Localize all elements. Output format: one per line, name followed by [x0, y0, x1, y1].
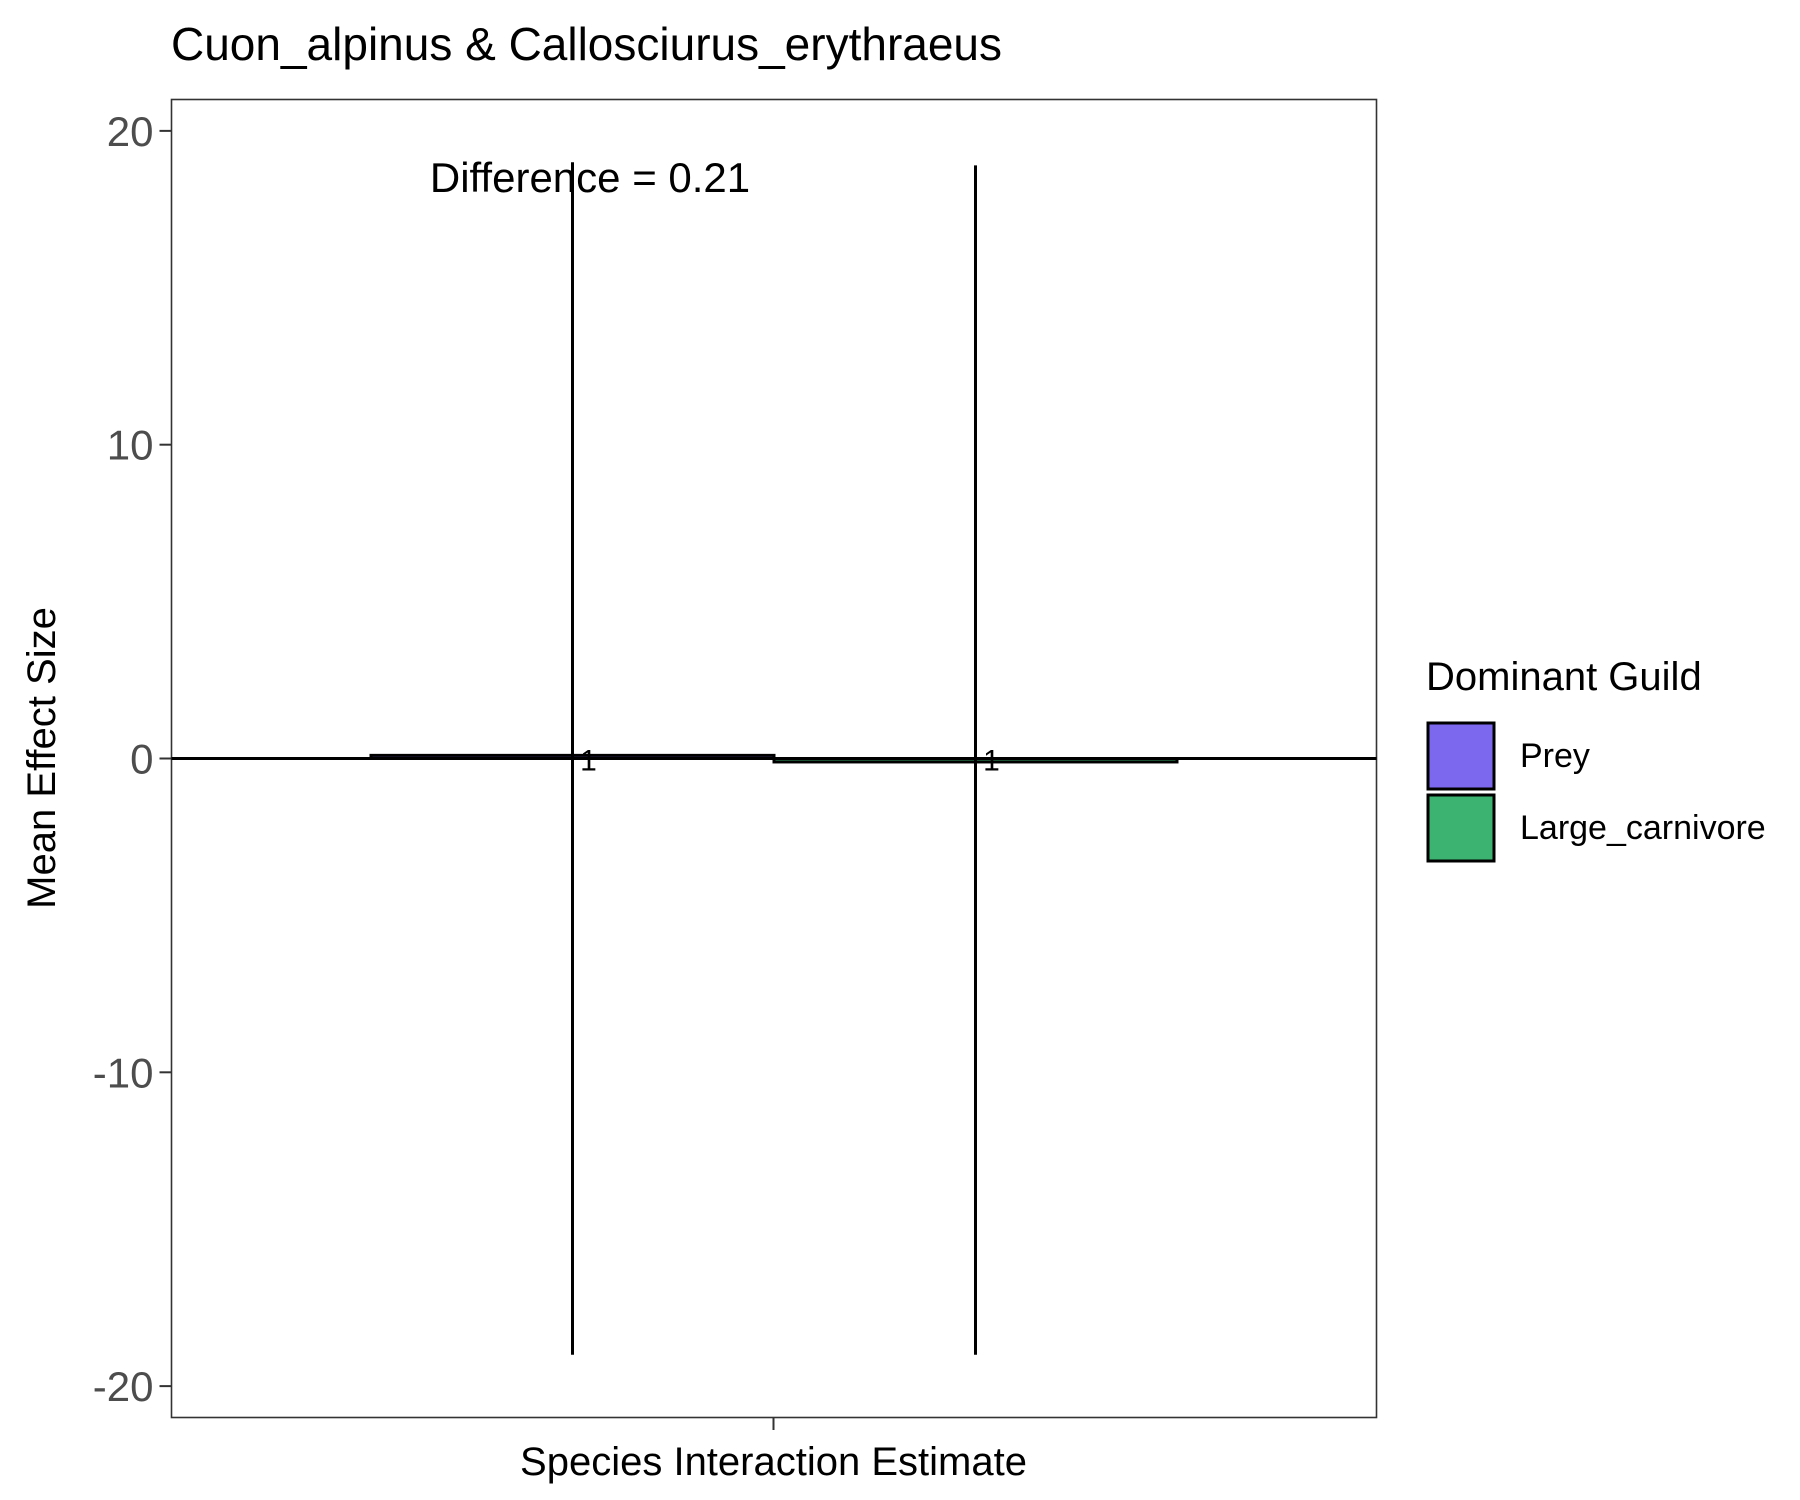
y-tick-label: 10 [107, 422, 154, 469]
legend-label: Prey [1520, 737, 1590, 775]
bar-label: 1 [983, 745, 1000, 778]
annotation-difference: Difference = 0.21 [430, 154, 750, 201]
chart-title: Cuon_alpinus & Callosciurus_erythraeus [171, 18, 1002, 70]
x-axis-label: Species Interaction Estimate [520, 1440, 1027, 1484]
legend: Dominant Guild Prey Large_carnivore [1426, 655, 1766, 863]
legend-label: Large_carnivore [1520, 809, 1766, 847]
bar-label: 1 [580, 745, 597, 778]
y-axis: 20 10 0 -10 -20 [93, 108, 172, 1410]
y-tick-label: 20 [107, 108, 154, 155]
y-axis-label: Mean Effect Size [20, 607, 64, 909]
legend-key-prey [1426, 721, 1496, 791]
y-tick-label: -10 [93, 1049, 154, 1096]
y-tick-label: -20 [93, 1363, 154, 1410]
legend-title: Dominant Guild [1426, 655, 1702, 699]
y-tick-label: 0 [130, 736, 153, 783]
legend-key-large-carnivore [1426, 793, 1496, 863]
